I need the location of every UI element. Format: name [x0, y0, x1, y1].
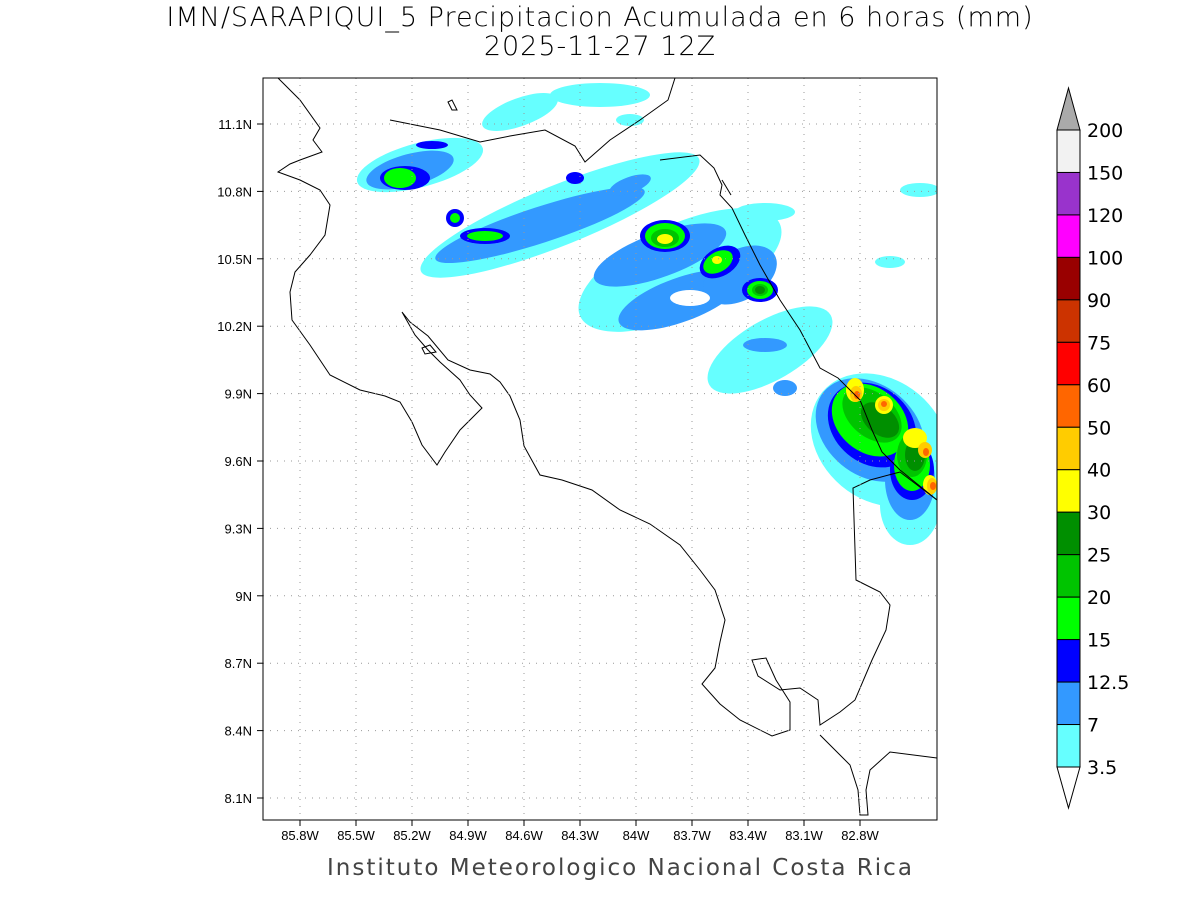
colorbar-swatch — [1056, 214, 1081, 258]
lon-tick-label: 85.2W — [393, 828, 431, 843]
colorbar-label: 25 — [1087, 545, 1111, 567]
colorbar-swatch — [1056, 724, 1081, 768]
lon-tick-label: 83.7W — [673, 828, 711, 843]
lat-tick-label: 10.2N — [217, 319, 252, 334]
colorbar-swatch — [1056, 426, 1081, 471]
colorbar-label: 75 — [1087, 332, 1111, 354]
colorbar-label: 90 — [1087, 290, 1111, 312]
lat-tick-label: 9.9N — [225, 387, 252, 402]
colorbar-under-triangle — [1056, 766, 1081, 810]
colorbar-label: 3.5 — [1087, 757, 1117, 779]
colorbar-label: 30 — [1087, 502, 1111, 524]
colorbar-over-triangle — [1056, 86, 1081, 131]
lon-tick-label: 83.4W — [729, 828, 767, 843]
colorbar-swatch — [1056, 639, 1081, 683]
map-frame — [262, 77, 938, 821]
coastline — [276, 78, 937, 816]
colorbar-label: 120 — [1087, 205, 1123, 227]
precipitation-field — [356, 83, 937, 545]
lon-tick-label: 85.8W — [281, 828, 319, 843]
colorbar-label: 20 — [1087, 587, 1111, 609]
colorbar-legend: 200 150 120 100 90 75 60 50 40 30 25 20 15 12.5 7 3.5 — [1056, 86, 1129, 810]
colorbar-swatch — [1056, 681, 1081, 726]
map-subtitle: 2025-11-27 12Z — [483, 31, 717, 62]
colorbar-label: 50 — [1087, 417, 1111, 439]
lon-tick-label: 84.6W — [505, 828, 543, 843]
map-title: IMN/SARAPIQUI_5 Precipitacion Acumulada … — [166, 2, 1034, 33]
lon-tick-label: 83.1W — [785, 828, 823, 843]
lat-tick-label: 9.3N — [225, 521, 252, 536]
lat-tick-label: 11.1N — [218, 117, 252, 132]
lat-tick-label: 8.4N — [225, 724, 252, 739]
colorbar-label: 12.5 — [1087, 672, 1129, 694]
colorbar-swatch — [1056, 469, 1081, 513]
colorbar-swatch — [1056, 299, 1081, 343]
footer-credit: Instituto Meteorologico Nacional Costa R… — [327, 855, 914, 881]
lon-tick-label: 84W — [623, 828, 650, 843]
colorbar-label: 200 — [1087, 120, 1123, 142]
lat-tick-label: 8.7N — [225, 656, 252, 671]
lat-tick-label: 9N — [235, 589, 252, 604]
colorbar-swatch — [1056, 384, 1081, 428]
colorbar-swatch — [1056, 171, 1081, 216]
lon-tick-label: 82.8W — [841, 828, 879, 843]
colorbar-swatch — [1056, 129, 1081, 173]
colorbar-swatch — [1056, 341, 1081, 386]
gridlines — [263, 78, 937, 820]
lat-tick-label: 10.5N — [217, 252, 252, 267]
lat-tick-label: 9.6N — [225, 454, 252, 469]
lon-tick-label: 85.5W — [337, 828, 375, 843]
lat-tick-label: 8.1N — [225, 791, 252, 806]
colorbar-label: 40 — [1087, 460, 1111, 482]
lon-tick-label: 84.9W — [449, 828, 487, 843]
colorbar-swatch — [1056, 596, 1081, 641]
colorbar-swatch — [1056, 554, 1081, 598]
colorbar-label: 15 — [1087, 630, 1111, 652]
colorbar-label: 150 — [1087, 162, 1123, 184]
colorbar-swatch — [1056, 256, 1081, 301]
colorbar-label: 100 — [1087, 247, 1123, 269]
lon-tick-label: 84.3W — [561, 828, 599, 843]
colorbar-swatch — [1056, 511, 1081, 556]
colorbar-label: 7 — [1087, 715, 1099, 737]
lat-tick-label: 10.8N — [217, 184, 252, 199]
colorbar-label: 60 — [1087, 375, 1111, 397]
